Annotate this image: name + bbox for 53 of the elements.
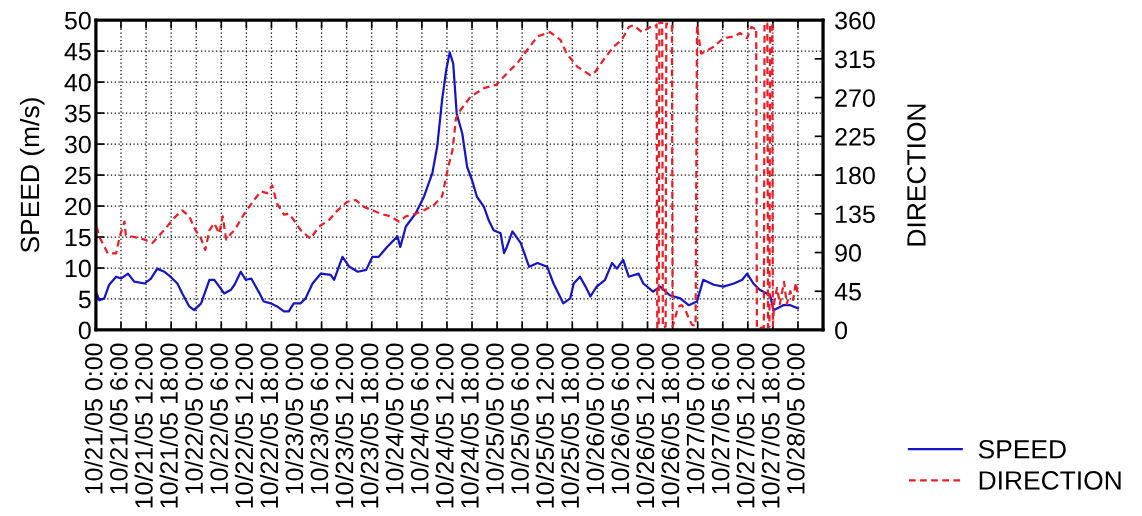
y2-tick-label: 45 bbox=[834, 283, 861, 301]
x-tick-label: 10/23/05 12:00 bbox=[335, 343, 354, 508]
x-tick-label: 10/27/05 18:00 bbox=[761, 343, 780, 508]
y2-tick-label: 180 bbox=[836, 166, 875, 185]
y2-tick-label: 360 bbox=[835, 11, 875, 30]
y-tick-label: 10 bbox=[65, 259, 91, 278]
y2-tick-label: 225 bbox=[835, 127, 875, 146]
y2-tick-label: 315 bbox=[835, 50, 875, 69]
y2-tick-label: 90 bbox=[835, 244, 861, 262]
legend-label: DIRECTION bbox=[979, 471, 1121, 490]
y-tick-label: 20 bbox=[65, 197, 91, 216]
x-tick-label: 10/24/05 18:00 bbox=[460, 343, 479, 508]
x-tick-label: 10/25/05 6:00 bbox=[510, 343, 529, 494]
x-tick-label: 10/22/05 0:00 bbox=[184, 343, 203, 494]
y-tick-label: 15 bbox=[65, 228, 91, 247]
y-tick-label: 45 bbox=[64, 42, 91, 61]
x-tick-label: 10/26/05 0:00 bbox=[585, 343, 605, 494]
y-tick-label: 40 bbox=[64, 73, 91, 92]
y-tick-label: 35 bbox=[64, 104, 91, 123]
x-tick-label: 10/22/05 6:00 bbox=[209, 343, 228, 494]
x-tick-label: 10/28/05 0:00 bbox=[786, 343, 805, 494]
legend-label: SPEED bbox=[978, 439, 1066, 459]
y-axis-title: SPEED (m/s) bbox=[19, 98, 45, 253]
y-tick-label: 5 bbox=[78, 290, 91, 309]
x-tick-label: 10/22/05 12:00 bbox=[234, 343, 254, 508]
x-tick-label: 10/21/05 18:00 bbox=[159, 343, 178, 508]
x-tick-label: 10/23/05 6:00 bbox=[309, 343, 329, 494]
x-tick-label: 10/26/05 12:00 bbox=[635, 343, 655, 508]
y2-tick-label: 135 bbox=[836, 205, 875, 224]
x-tick-label: 10/23/05 18:00 bbox=[360, 343, 379, 508]
y-tick-label: 50 bbox=[64, 11, 91, 30]
x-tick-label: 10/21/05 12:00 bbox=[134, 343, 153, 508]
x-tick-label: 10/27/05 0:00 bbox=[686, 343, 705, 494]
y2-axis-title: DIRECTION bbox=[907, 104, 926, 246]
x-tick-label: 10/21/05 6:00 bbox=[109, 343, 128, 494]
x-tick-label: 10/26/05 6:00 bbox=[610, 343, 630, 494]
x-tick-label: 10/25/05 18:00 bbox=[560, 343, 580, 508]
y-tick-label: 25 bbox=[65, 166, 91, 185]
x-tick-label: 10/24/05 12:00 bbox=[435, 343, 454, 508]
y-tick-label: 0 bbox=[78, 321, 91, 340]
y2-tick-label: 0 bbox=[835, 321, 848, 340]
x-tick-label: 10/23/05 0:00 bbox=[284, 343, 304, 494]
x-tick-label: 10/26/05 18:00 bbox=[660, 343, 680, 508]
x-tick-label: 10/24/05 0:00 bbox=[385, 343, 404, 494]
x-tick-label: 10/24/05 6:00 bbox=[410, 343, 429, 494]
x-tick-label: 10/27/05 12:00 bbox=[736, 343, 755, 508]
x-tick-label: 10/25/05 12:00 bbox=[535, 343, 554, 508]
x-tick-label: 10/25/05 0:00 bbox=[485, 343, 504, 494]
x-tick-label: 10/21/05 0:00 bbox=[84, 343, 103, 494]
y2-tick-label: 270 bbox=[835, 89, 875, 107]
x-tick-label: 10/22/05 18:00 bbox=[259, 343, 279, 508]
y-tick-label: 30 bbox=[64, 135, 91, 154]
x-tick-label: 10/27/05 6:00 bbox=[711, 343, 730, 494]
